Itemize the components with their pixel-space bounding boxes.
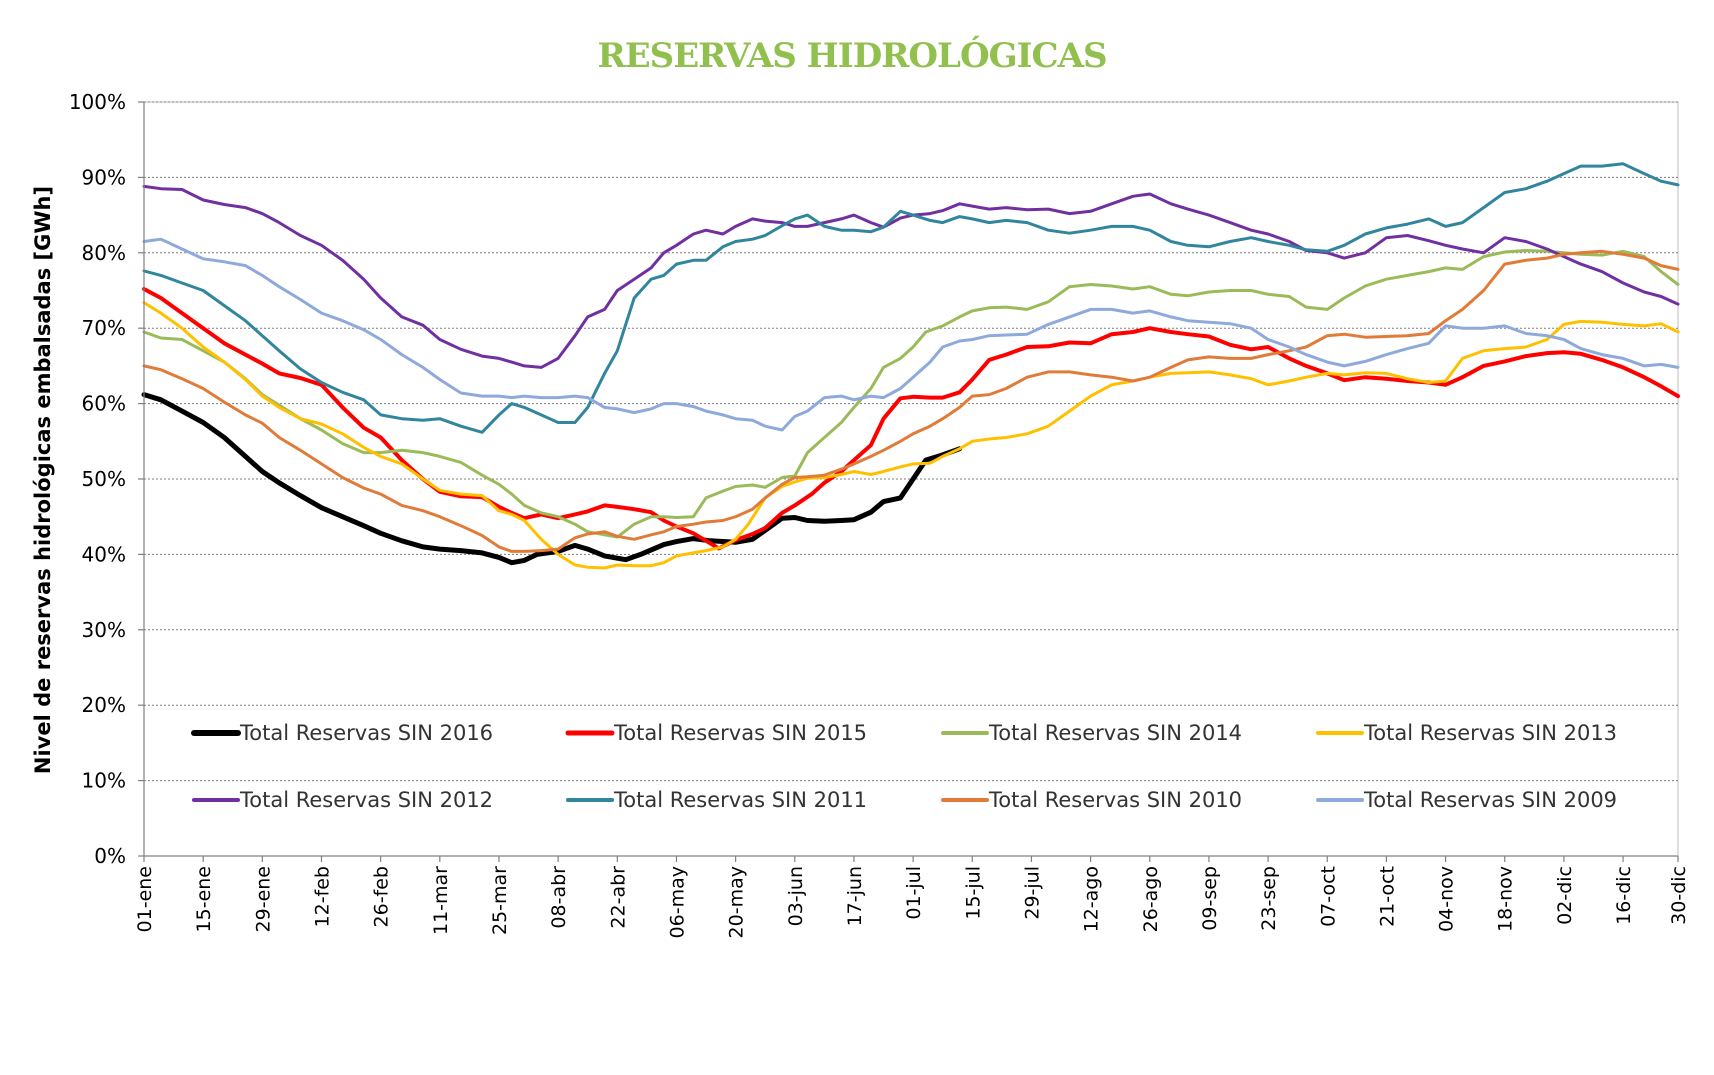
x-tick-label: 23-sep (1258, 866, 1280, 931)
x-tick-label: 08-abr (548, 866, 570, 929)
x-tick-label: 09-sep (1199, 866, 1221, 931)
y-tick-label: 10% (82, 769, 126, 793)
x-tick-label: 20-may (726, 866, 748, 938)
legend-label-1: Total Reservas SIN 2016 (239, 721, 493, 745)
x-tick-label: 15-jul (962, 866, 984, 920)
y-tick-label: 90% (82, 165, 126, 189)
series-line-6 (142, 162, 1680, 434)
legend-label-7: Total Reservas SIN 2010 (988, 788, 1242, 812)
gridlines (144, 101, 1678, 782)
x-tick-label: 26-ago (1140, 866, 1162, 932)
x-tick-label: 01-jul (903, 866, 925, 920)
series-line-5 (142, 184, 1680, 369)
series-line-3 (142, 249, 1680, 539)
x-tick-label: 15-ene (193, 866, 215, 932)
x-tick-label: 07-oct (1317, 866, 1339, 927)
legend-label-4: Total Reservas SIN 2013 (1363, 721, 1617, 745)
series-line-1 (141, 392, 963, 566)
x-tick-label: 29-ene (252, 866, 274, 932)
legend-label-2: Total Reservas SIN 2015 (613, 721, 867, 745)
x-tick-label: 12-ago (1081, 866, 1103, 932)
series-line-7 (142, 249, 1680, 553)
axes (138, 101, 1679, 862)
x-tick-label: 03-jun (785, 866, 807, 926)
x-tick-label: 17-jun (844, 866, 866, 926)
y-tick-label: 30% (82, 618, 126, 642)
x-tick-label: 30-dic (1668, 866, 1690, 925)
y-tick-label: 80% (82, 241, 126, 265)
y-tick-label: 70% (82, 316, 126, 340)
x-tick-label: 22-abr (607, 866, 629, 929)
y-axis-label: Nivel de reservas hidrológicas embalsada… (31, 186, 55, 774)
y-tick-label: 50% (82, 467, 126, 491)
x-tick-label: 06-may (667, 866, 689, 938)
x-axis-tick-labels: 01-ene 15-ene 29-ene 12-feb 26-feb 11-mar 25-m… (134, 866, 1690, 939)
y-tick-label: 60% (82, 392, 126, 416)
x-tick-label: 02-dic (1554, 866, 1576, 925)
x-tick-label: 18-nov (1495, 866, 1517, 932)
y-tick-label: 100% (69, 90, 126, 114)
chart-title: RESERVAS HIDROLÓGICAS (597, 35, 1106, 76)
x-tick-label: 16-dic (1613, 866, 1635, 925)
x-tick-label: 04-nov (1436, 866, 1458, 932)
x-tick-label: 25-mar (489, 866, 511, 935)
x-tick-label: 26-feb (371, 866, 393, 927)
legend: Total Reservas SIN 2016 Total Reservas SI… (191, 721, 1617, 812)
x-tick-label: 21-oct (1376, 866, 1398, 927)
legend-label-8: Total Reservas SIN 2009 (1363, 788, 1617, 812)
y-tick-label: 20% (82, 693, 126, 717)
y-axis-tick-labels: 0% 10% 20% 30% 40% 50% 60% 70% 80% 90% 100% (69, 90, 126, 868)
x-tick-label: 11-mar (430, 866, 452, 935)
legend-label-6: Total Reservas SIN 2011 (613, 788, 867, 812)
series-line-8 (142, 237, 1680, 432)
y-tick-label: 40% (82, 542, 126, 566)
legend-label-5: Total Reservas SIN 2012 (239, 788, 493, 812)
y-tick-label: 0% (94, 844, 126, 868)
x-tick-label: 29-jul (1021, 866, 1043, 920)
series-line-4 (142, 301, 1680, 570)
series-lines (141, 162, 1680, 570)
x-tick-label: 01-ene (134, 866, 156, 932)
legend-label-3: Total Reservas SIN 2014 (988, 721, 1242, 745)
series-line-2 (142, 287, 1680, 551)
x-tick-label: 12-feb (312, 866, 334, 927)
